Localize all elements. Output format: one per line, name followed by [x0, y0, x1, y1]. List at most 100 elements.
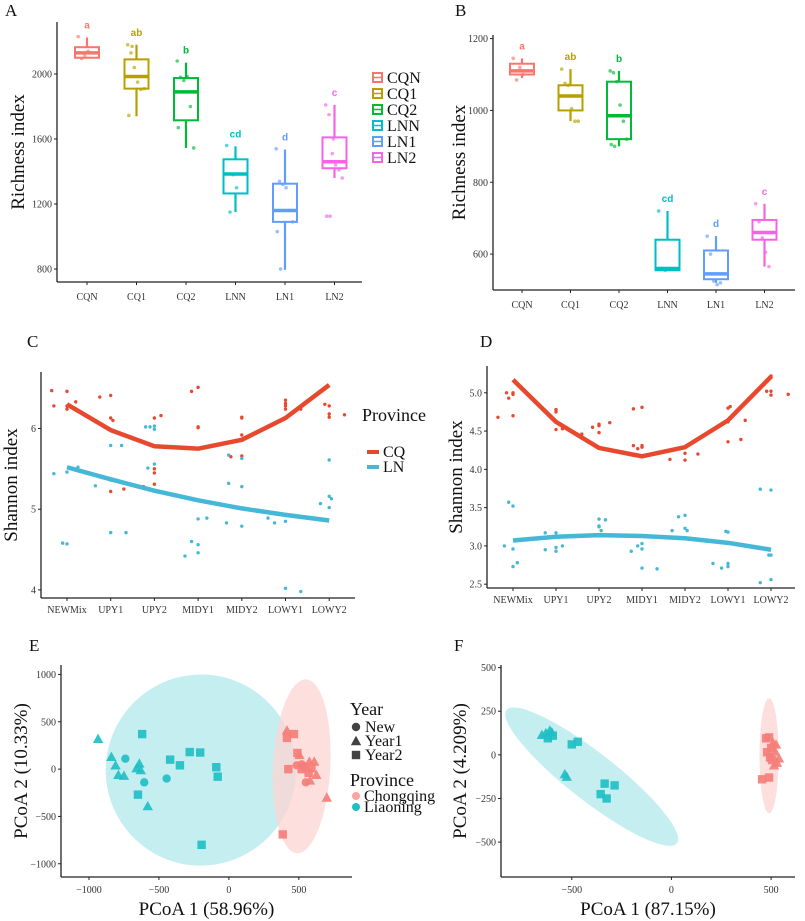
data-point-ln: [554, 545, 558, 550]
data-point-ln: [152, 427, 157, 432]
data-point-ln: [60, 541, 65, 545]
data-point-ln: [152, 424, 157, 428]
data-point-ln: [640, 566, 644, 570]
data-point-liaoning-triangle: [142, 800, 153, 811]
panel-letter-d: D: [480, 332, 492, 351]
panel-letter-b: B: [455, 1, 466, 20]
data-point-ln: [758, 487, 762, 491]
data-point: [275, 229, 280, 234]
trend-line-ln: [66, 465, 330, 523]
data-point: [185, 74, 189, 79]
data-point: [234, 185, 239, 190]
panel-letter-e: E: [29, 636, 39, 655]
data-point-ln: [640, 547, 644, 551]
data-point-ln: [655, 567, 659, 571]
data-point: [770, 230, 774, 235]
data-point: [576, 119, 580, 123]
trend-line-ln: [512, 532, 772, 552]
significance-label: d: [713, 219, 719, 230]
data-point: [290, 220, 295, 224]
data-point-ln: [93, 484, 98, 488]
data-point-chongqing-square: [307, 763, 316, 773]
data-point-ln: [143, 425, 148, 429]
data-point-ln: [240, 524, 244, 528]
data-point: [618, 103, 622, 107]
data-point-cq: [283, 401, 288, 406]
data-point-chongqing-triangle: [294, 749, 305, 760]
data-point-ln: [124, 530, 128, 535]
data-point-ln: [109, 443, 113, 448]
x-tick-label: CQ2: [177, 292, 196, 303]
legend-label: CQN: [387, 70, 421, 87]
legend-shape-title: Year: [350, 699, 383, 719]
y-axis-title: Richness index: [8, 94, 29, 210]
legend-label: Year2: [365, 747, 402, 764]
confidence-ellipse-liaoning: [505, 707, 679, 846]
data-point: [660, 266, 664, 271]
data-point-ln: [196, 551, 200, 555]
data-point-cq: [152, 482, 157, 486]
data-point-liaoning-triangle: [118, 770, 130, 780]
data-point-cq: [726, 440, 730, 444]
y-axis-title: PCoA 2 (4.209%): [450, 703, 471, 839]
data-point-cq: [597, 422, 601, 426]
data-point-ln: [769, 488, 773, 492]
data-point-chongqing-triangle: [321, 792, 333, 802]
data-point: [176, 125, 181, 130]
data-point: [511, 56, 515, 61]
x-tick-label: 0: [226, 885, 231, 896]
data-point-liaoning-circle: [162, 774, 171, 783]
data-point: [327, 112, 331, 117]
data-point-cq: [98, 395, 102, 399]
data-point-cq: [631, 443, 636, 448]
data-point-ln: [266, 516, 270, 520]
data-point: [331, 137, 336, 141]
data-point-cq: [240, 416, 244, 420]
y-tick-label: 0: [491, 750, 496, 761]
data-point-ln: [146, 466, 150, 470]
legend-key: [367, 450, 379, 454]
data-point: [83, 54, 87, 58]
panel-e-pcoa: −1000 −500 0 500 1000 −1000 −500 0 500 PCoA 1 (58…: [11, 665, 435, 920]
data-point-cq: [496, 415, 500, 419]
x-tick-label: MIDY2: [226, 605, 258, 616]
legend-label: Chongqing: [364, 788, 435, 805]
legend-label: LN2: [387, 150, 416, 167]
data-point-ln: [603, 518, 608, 522]
data-point: [615, 79, 619, 84]
data-point-chongqing-square: [289, 729, 299, 739]
data-point-cq: [327, 404, 331, 408]
x-tick-label: 0: [669, 885, 674, 896]
x-tick-label: MIDY1: [182, 605, 214, 616]
y-tick-label: 250: [481, 707, 496, 718]
x-tick-label: NEWMix: [493, 595, 532, 606]
x-tick-label: LOWY2: [312, 605, 347, 616]
data-point-cq: [769, 393, 773, 397]
data-point: [127, 113, 131, 118]
data-point: [566, 83, 571, 88]
data-point-ln: [511, 504, 515, 508]
data-point-ln: [629, 549, 633, 553]
data-point: [178, 75, 183, 80]
data-point-cq: [640, 445, 644, 449]
y-tick-label: 3.0: [470, 541, 483, 552]
x-tick-label: NEWMix: [47, 605, 86, 616]
legend-key: [352, 803, 360, 811]
data-point-cq: [342, 413, 347, 417]
significance-label: a: [519, 41, 525, 52]
data-point-cq: [283, 398, 288, 402]
data-point-cq: [504, 391, 509, 395]
data-point: [231, 172, 236, 177]
legend-label: CQ1: [387, 86, 417, 103]
data-point-liaoning-square: [212, 763, 221, 772]
data-point: [563, 81, 567, 86]
data-point-ln: [189, 539, 194, 544]
data-point-cq: [554, 427, 558, 432]
x-tick-label: LN2: [755, 300, 773, 311]
data-point: [608, 69, 612, 73]
data-point-chongqing-square: [293, 748, 302, 758]
panel-letter-a: A: [5, 1, 18, 20]
data-point: [621, 119, 626, 123]
significance-label: b: [616, 54, 622, 65]
